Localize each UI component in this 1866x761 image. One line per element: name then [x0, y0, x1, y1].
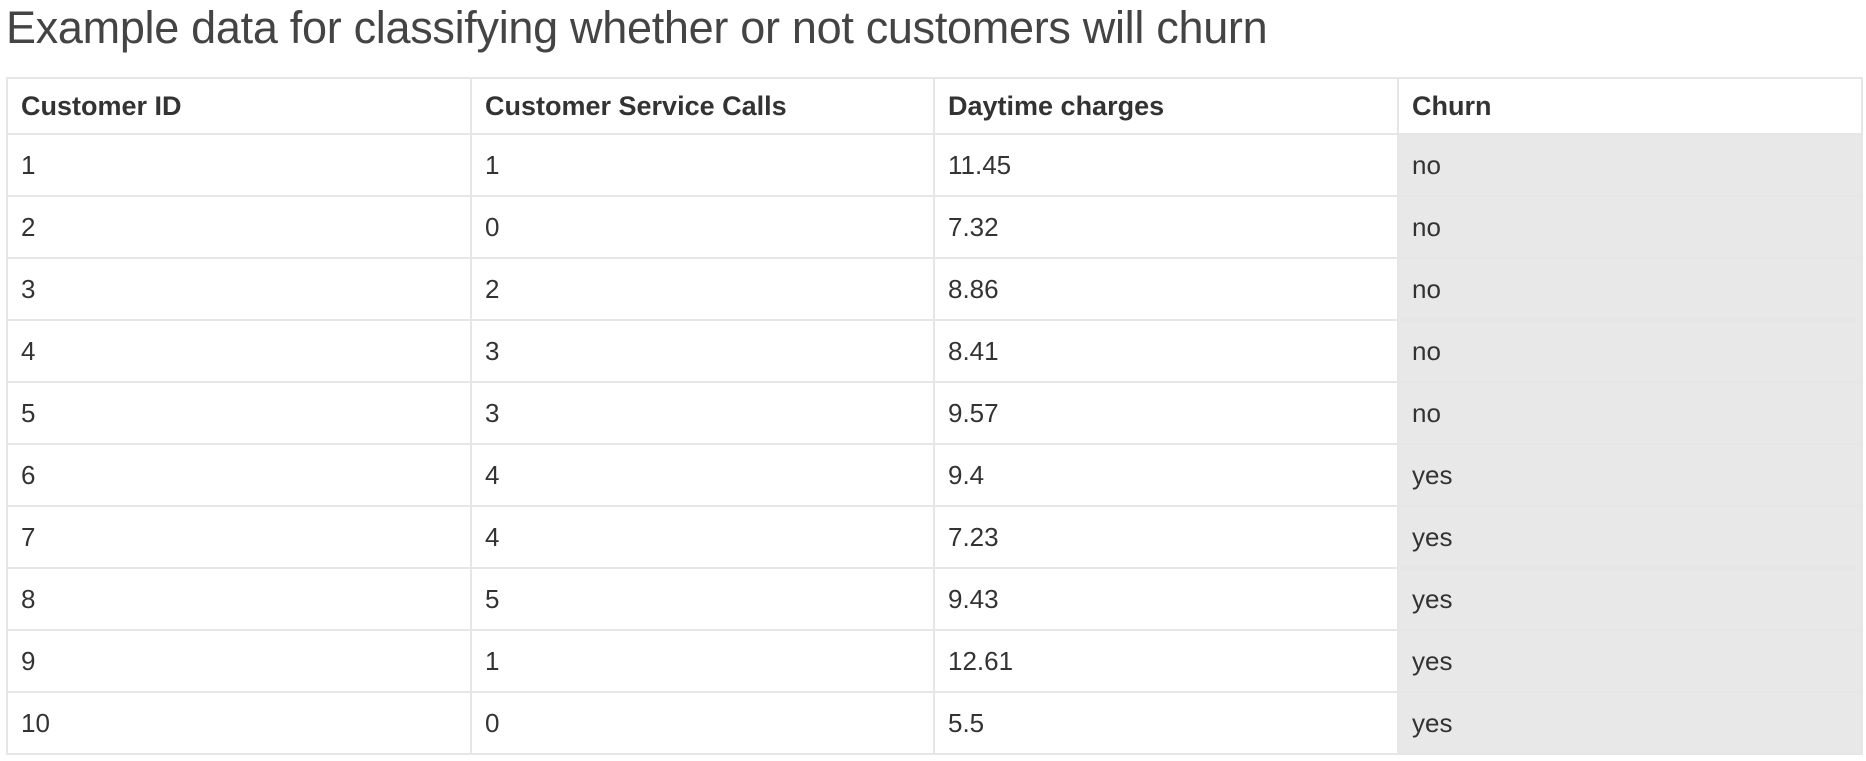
table-header: Customer ID Customer Service Calls Dayti…	[6, 77, 1863, 135]
table-row: 6 4 9.4 yes	[6, 443, 1863, 507]
cell-daytime-charges: 7.32	[933, 195, 1399, 259]
cell-customer-id: 2	[6, 195, 472, 259]
table-row: 9 1 12.61 yes	[6, 629, 1863, 693]
cell-daytime-charges: 9.4	[933, 443, 1399, 507]
cell-customer-service-calls: 1	[470, 133, 935, 197]
table-row: 4 3 8.41 no	[6, 319, 1863, 383]
cell-daytime-charges: 9.43	[933, 567, 1399, 631]
cell-churn: no	[1397, 195, 1863, 259]
cell-customer-service-calls: 0	[470, 195, 935, 259]
cell-churn: no	[1397, 257, 1863, 321]
table-body: 1 1 11.45 no 2 0 7.32 no 3 2 8.86 no 4 3 8.41 no 5 3 9.57 n…	[6, 133, 1863, 755]
table-row: 2 0 7.32 no	[6, 195, 1863, 259]
table-row: 5 3 9.57 no	[6, 381, 1863, 445]
table-row: 8 5 9.43 yes	[6, 567, 1863, 631]
cell-daytime-charges: 11.45	[933, 133, 1399, 197]
header-customer-service-calls: Customer Service Calls	[470, 77, 935, 135]
header-daytime-charges: Daytime charges	[933, 77, 1399, 135]
page-title: Example data for classifying whether or …	[6, 2, 1268, 53]
cell-churn: no	[1397, 319, 1863, 383]
header-churn: Churn	[1397, 77, 1863, 135]
churn-data-table: Customer ID Customer Service Calls Dayti…	[6, 77, 1863, 755]
cell-daytime-charges: 7.23	[933, 505, 1399, 569]
cell-customer-id: 1	[6, 133, 472, 197]
table-row: 10 0 5.5 yes	[6, 691, 1863, 755]
cell-churn: yes	[1397, 443, 1863, 507]
table-row: 1 1 11.45 no	[6, 133, 1863, 197]
cell-daytime-charges: 9.57	[933, 381, 1399, 445]
cell-customer-id: 6	[6, 443, 472, 507]
cell-daytime-charges: 8.86	[933, 257, 1399, 321]
cell-daytime-charges: 12.61	[933, 629, 1399, 693]
cell-customer-id: 5	[6, 381, 472, 445]
header-customer-id: Customer ID	[6, 77, 472, 135]
table-row: 3 2 8.86 no	[6, 257, 1863, 321]
table-row: 7 4 7.23 yes	[6, 505, 1863, 569]
cell-customer-service-calls: 4	[470, 443, 935, 507]
cell-customer-id: 7	[6, 505, 472, 569]
cell-daytime-charges: 5.5	[933, 691, 1399, 755]
cell-daytime-charges: 8.41	[933, 319, 1399, 383]
cell-churn: yes	[1397, 567, 1863, 631]
cell-churn: yes	[1397, 505, 1863, 569]
cell-customer-id: 8	[6, 567, 472, 631]
cell-customer-service-calls: 1	[470, 629, 935, 693]
cell-customer-service-calls: 4	[470, 505, 935, 569]
header-row: Customer ID Customer Service Calls Dayti…	[6, 77, 1863, 135]
cell-customer-service-calls: 5	[470, 567, 935, 631]
cell-churn: no	[1397, 381, 1863, 445]
cell-churn: no	[1397, 133, 1863, 197]
cell-churn: yes	[1397, 691, 1863, 755]
cell-customer-service-calls: 3	[470, 381, 935, 445]
cell-customer-id: 3	[6, 257, 472, 321]
cell-customer-service-calls: 2	[470, 257, 935, 321]
cell-customer-id: 9	[6, 629, 472, 693]
cell-customer-service-calls: 0	[470, 691, 935, 755]
cell-customer-service-calls: 3	[470, 319, 935, 383]
cell-churn: yes	[1397, 629, 1863, 693]
cell-customer-id: 4	[6, 319, 472, 383]
cell-customer-id: 10	[6, 691, 472, 755]
